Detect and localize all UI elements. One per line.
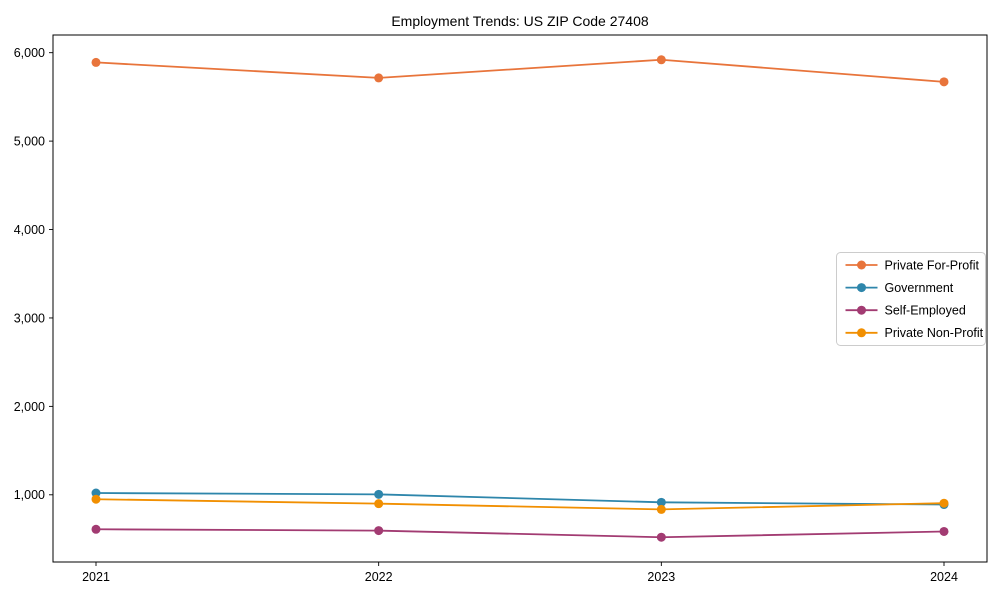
series-line xyxy=(95,492,945,506)
series-line xyxy=(95,528,945,539)
series-marker xyxy=(91,524,101,534)
legend-box xyxy=(836,252,986,346)
series-marker xyxy=(91,488,101,498)
legend-label: Government xyxy=(885,281,954,295)
x-tick-label: 2023 xyxy=(647,570,675,584)
series-marker xyxy=(939,77,949,87)
legend-marker-dot xyxy=(857,260,866,270)
series-marker xyxy=(91,494,101,504)
x-tick-label: 2024 xyxy=(930,570,958,584)
series-line xyxy=(95,58,945,83)
legend-label: Self-Employed xyxy=(885,304,966,318)
series-marker xyxy=(374,526,384,536)
series-marker xyxy=(939,498,949,508)
series-marker xyxy=(656,55,666,65)
series-marker xyxy=(656,504,666,514)
y-tick-label: 2,000 xyxy=(14,400,45,414)
series-marker xyxy=(91,57,101,67)
series-marker xyxy=(374,73,384,83)
y-tick-label: 4,000 xyxy=(14,223,45,237)
x-tick-label: 2022 xyxy=(365,570,393,584)
series-marker xyxy=(374,499,384,509)
y-tick-label: 6,000 xyxy=(14,46,45,60)
plot-border xyxy=(52,34,988,563)
series-marker xyxy=(656,532,666,542)
x-tick-label: 2021 xyxy=(82,570,110,584)
legend-marker-dot xyxy=(857,328,866,338)
chart-title: Employment Trends: US ZIP Code 27408 xyxy=(391,13,649,29)
series-line xyxy=(95,498,945,511)
series-marker xyxy=(939,526,949,536)
legend-label: Private Non-Profit xyxy=(885,326,984,340)
legend-label: Private For-Profit xyxy=(885,258,980,272)
legend-marker-dot xyxy=(857,283,866,293)
y-tick-label: 3,000 xyxy=(14,311,45,325)
series-marker xyxy=(656,497,666,507)
series-marker xyxy=(374,489,384,499)
y-tick-label: 5,000 xyxy=(14,135,45,149)
y-tick-label: 1,000 xyxy=(14,488,45,502)
legend-marker-dot xyxy=(857,305,866,315)
